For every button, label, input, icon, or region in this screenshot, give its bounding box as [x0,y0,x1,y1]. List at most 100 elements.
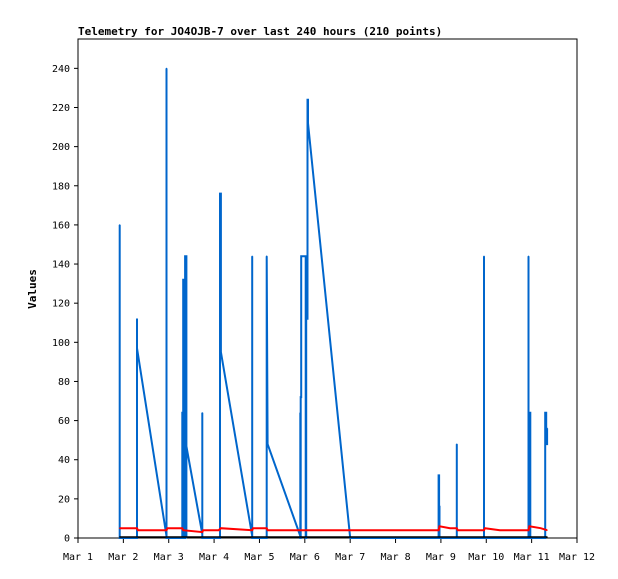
y-tick-label: 220 [52,103,70,114]
x-tick-label: Mar 3 [154,552,184,563]
data-point [251,529,253,531]
data-point [299,529,301,531]
data-point [483,255,485,257]
plot-area [77,38,578,539]
data-point [306,529,308,531]
x-axis-ticks: Mar 1 Mar 2 Mar 3 Mar 4 Mar 5 Mar 6 Mar 7 Mar 8… [63,538,595,563]
x-tick-label: Mar 8 [380,552,410,563]
y-axis-label: Values [26,269,39,309]
data-point [300,396,302,398]
data-point [300,529,302,531]
data-point [185,255,187,257]
y-tick-label: 80 [58,377,70,388]
data-point [202,529,204,531]
data-point [181,527,183,529]
data-point [137,529,139,531]
y-tick-label: 120 [52,299,70,310]
x-tick-label: Mar 7 [335,552,365,563]
chart-title: Telemetry for JO4OJB-7 over last 240 hou… [78,25,442,38]
y-tick-label: 60 [58,416,70,427]
x-tick-label: Mar 9 [426,552,456,563]
data-point [251,255,253,257]
data-point [527,529,530,531]
data-point [182,412,184,414]
y-tick-label: 0 [64,534,70,545]
data-point [220,193,222,195]
data-point [136,347,138,349]
data-point [306,318,309,320]
data-point [528,525,531,527]
data-point [182,279,184,281]
data-point [181,412,183,414]
data-point [438,525,441,527]
data-point [484,527,486,529]
data-point [305,286,307,289]
data-point [136,527,138,529]
data-point [267,529,269,531]
data-point [456,443,458,445]
y-tick-label: 180 [52,181,70,192]
y-tick-label: 200 [52,142,70,153]
data-point [220,351,222,353]
data-point [544,412,546,414]
data-point [182,529,184,531]
data-point [184,255,186,257]
data-point [219,193,221,195]
x-tick-label: Mar 5 [244,552,274,563]
data-point [456,527,458,529]
y-tick-label: 140 [52,260,70,271]
data-point [438,529,440,531]
data-point [305,255,307,257]
data-point [457,529,459,531]
data-point [165,67,168,69]
data-point [546,427,548,429]
data-point [266,527,268,529]
series-2 [119,525,548,534]
data-point [546,443,548,445]
data-point [545,443,547,445]
y-tick-label: 40 [58,455,70,466]
y-tick-label: 20 [58,494,70,505]
data-point [136,318,138,320]
data-point [185,443,187,445]
data-point [307,122,309,124]
data-point [349,529,351,531]
data-point [299,412,301,414]
data-point [527,255,530,257]
x-tick-label: Mar 4 [199,552,229,563]
data-point [201,533,203,535]
data-point [545,412,547,414]
x-tick-label: Mar 11 [514,552,550,563]
x-tick-label: Mar 6 [290,552,320,563]
x-tick-label: Mar 1 [63,552,93,563]
data-point [252,527,254,529]
data-point [201,531,203,533]
data-point [267,443,269,445]
data-point [119,536,121,538]
y-axis-ticks: 0 20 40 60 80 100 120 140 160 180 200 220 240 [52,64,78,545]
data-point [438,506,441,508]
data-point [540,527,542,529]
data-point [449,527,451,529]
data-point [483,529,485,531]
y-tick-label: 160 [52,220,70,231]
x-tick-label: Mar 12 [559,552,595,563]
data-point [305,529,307,531]
data-point [546,529,548,531]
x-tick-label: Mar 2 [108,552,138,563]
data-point [218,529,220,531]
data-point [307,99,309,101]
data-point [306,286,308,289]
data-point [119,527,121,529]
data-point [183,279,185,281]
data-point [119,224,121,226]
data-point [546,536,548,538]
y-tick-label: 100 [52,338,70,349]
data-point [300,255,302,257]
data-point [165,529,168,531]
data-point [529,412,531,414]
series-3 [119,536,548,538]
data-point [528,412,531,414]
data-point [220,527,222,529]
